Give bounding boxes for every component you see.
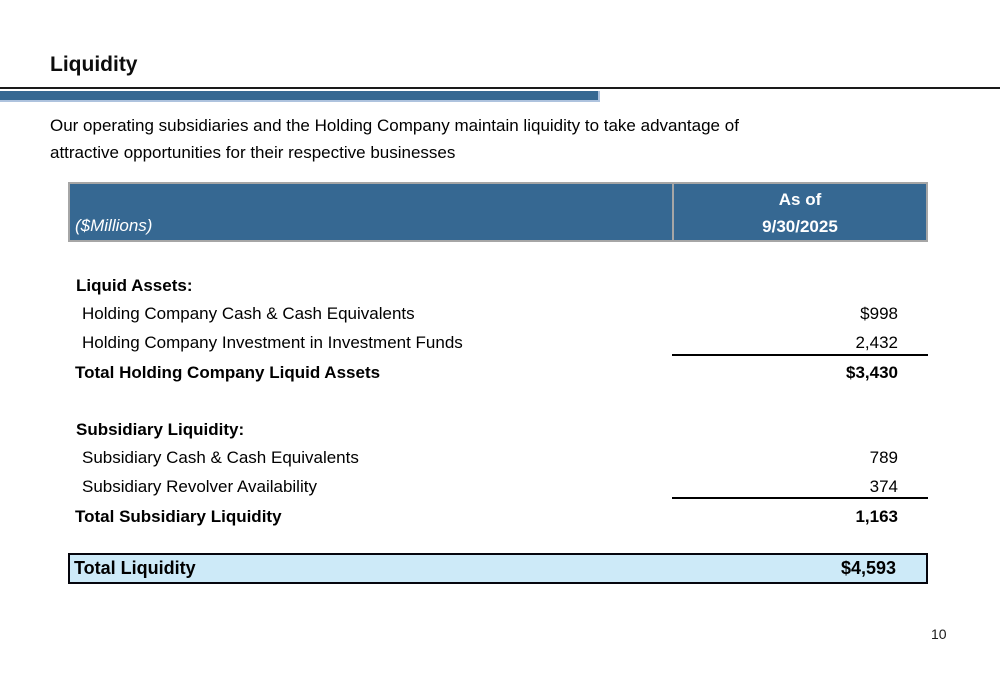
section-header-subsidiary-liquidity: Subsidiary Liquidity: (68, 420, 928, 440)
grand-total-label: Total Liquidity (74, 558, 196, 578)
section-header-liquid-assets: Liquid Assets: (68, 276, 928, 296)
total-value: 1,163 (855, 507, 898, 526)
row-label: Holding Company Cash & Cash Equivalents (82, 304, 415, 323)
grand-total-value: $4,593 (840, 558, 896, 578)
row-label: Subsidiary Cash & Cash Equivalents (82, 448, 359, 467)
total-label: Total Holding Company Liquid Assets (75, 363, 381, 382)
as-of-label: As of (778, 190, 822, 209)
section-header-label: Subsidiary Liquidity: (76, 420, 245, 439)
section-total-row: Total Subsidiary Liquidity 1,163 (68, 507, 928, 527)
intro-line-1: Our operating subsidiaries and the Holdi… (50, 116, 739, 135)
units-label: ($Millions) (70, 184, 674, 240)
table-row: Subsidiary Cash & Cash Equivalents 789 (68, 448, 928, 468)
page-number: 10 (931, 626, 947, 642)
row-label: Subsidiary Revolver Availability (82, 477, 317, 496)
row-value: 2,432 (672, 333, 928, 356)
row-value: 374 (672, 477, 928, 499)
as-of-date: 9/30/2025 (762, 217, 838, 236)
row-label: Holding Company Investment in Investment… (82, 333, 463, 352)
table-row: Holding Company Investment in Investment… (68, 333, 928, 356)
table-row: Subsidiary Revolver Availability 374 (68, 477, 928, 499)
table-row: Holding Company Cash & Cash Equivalents … (68, 304, 928, 324)
section-header-label: Liquid Assets: (76, 276, 193, 295)
row-value: 789 (869, 448, 898, 467)
total-label: Total Subsidiary Liquidity (75, 507, 282, 526)
row-value: $998 (860, 304, 898, 323)
title-rule (0, 87, 1000, 89)
section-total-row: Total Holding Company Liquid Assets $3,4… (68, 363, 928, 383)
intro-line-2: attractive opportunities for their respe… (50, 143, 456, 162)
total-value: $3,430 (846, 363, 898, 382)
grand-total-row: Total Liquidity $4,593 (68, 553, 928, 584)
page-title: Liquidity (50, 53, 138, 76)
intro-text: Our operating subsidiaries and the Holdi… (50, 112, 739, 166)
accent-bar (0, 91, 600, 102)
as-of-column-header: As of 9/30/2025 (674, 184, 926, 240)
table-header: ($Millions) As of 9/30/2025 (68, 182, 928, 242)
